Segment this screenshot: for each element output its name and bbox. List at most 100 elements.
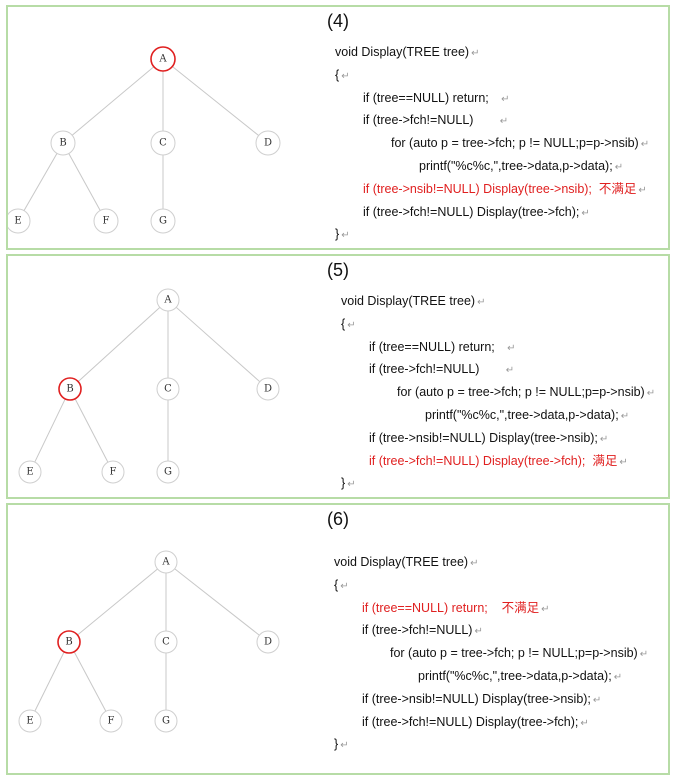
return-mark-icon: ↵	[470, 558, 479, 569]
node-circle	[255, 130, 281, 156]
return-mark-icon: ↵	[505, 365, 515, 377]
tree-edge-B-E	[34, 651, 65, 712]
node-label: A	[158, 54, 167, 65]
code-text: if (tree->nsib!=NULL) Display(tree->nsib…	[369, 430, 598, 445]
node-label: C	[159, 138, 167, 149]
tree-node-G: G	[150, 208, 176, 234]
code-line: void Display(TREE tree) ↵	[341, 291, 655, 314]
node-circle	[156, 377, 180, 401]
return-mark-icon: ↵	[499, 116, 509, 128]
code-line: } ↵	[341, 473, 655, 496]
code-line: if (tree->nsib!=NULL) Display(tree->nsib…	[334, 689, 648, 712]
tree-node-E: E	[18, 709, 42, 733]
tree-node-D: D	[256, 630, 280, 654]
return-mark-icon: ↵	[581, 207, 590, 219]
code-text: if (tree->fch!=NULL)	[369, 362, 504, 377]
tree-node-C: C	[150, 130, 176, 156]
code-line: for (auto p = tree->fch; p != NULL;p=p->…	[341, 382, 655, 405]
node-circle	[150, 46, 176, 72]
code-line: if (tree==NULL) return; ↵	[341, 337, 655, 360]
node-label: G	[164, 467, 172, 478]
tree-diagram: A B C D E F G	[18, 550, 280, 733]
tree-node-B: B	[58, 377, 82, 401]
code-text: void Display(TREE tree)	[341, 294, 476, 308]
code-text: if (tree->nsib!=NULL) Display(tree->nsib…	[363, 181, 637, 196]
node-label: G	[162, 716, 170, 727]
node-circle	[156, 288, 180, 312]
return-mark-icon: ↵	[507, 342, 516, 354]
return-mark-icon: ↵	[592, 694, 602, 706]
node-label: E	[26, 467, 33, 478]
node-circle	[18, 460, 42, 484]
node-label: E	[26, 716, 33, 727]
tree-edge-B-F	[68, 153, 101, 211]
node-circle	[58, 377, 82, 401]
code-line: if (tree==NULL) return; 不满足 ↵	[334, 598, 648, 621]
code-text: for (auto p = tree->fch; p != NULL;p=p->…	[397, 385, 645, 400]
tree-node-F: F	[93, 208, 119, 234]
node-label: D	[264, 637, 272, 648]
return-mark-icon: ↵	[613, 671, 623, 683]
code-line: for (auto p = tree->fch; p != NULL;p=p->…	[334, 643, 648, 666]
code-text: {	[335, 67, 340, 82]
code-line: if (tree->fch!=NULL) Display(tree->fch);…	[335, 202, 649, 225]
node-circle	[154, 709, 178, 733]
return-mark-icon: ↵	[347, 319, 356, 331]
return-mark-icon: ↵	[619, 456, 628, 468]
return-mark-icon: ↵	[640, 139, 650, 151]
code-line: if (tree->nsib!=NULL) Display(tree->nsib…	[341, 428, 655, 451]
node-circle	[156, 460, 180, 484]
tree-diagram: A B C D E F G	[8, 46, 281, 234]
code-block: void Display(TREE tree) ↵{↵ if (tree==NULL…	[341, 291, 655, 496]
code-line: } ↵	[334, 734, 648, 757]
node-circle	[57, 630, 81, 654]
code-line: {↵	[341, 314, 655, 337]
tree-edge-B-E	[23, 153, 58, 211]
code-text: if (tree->nsib!=NULL) Display(tree->nsib…	[362, 691, 591, 706]
return-mark-icon: ↵	[347, 479, 356, 491]
tree-node-G: G	[154, 709, 178, 733]
tree-edge-A-B	[71, 66, 155, 136]
node-label: B	[65, 637, 72, 648]
return-mark-icon: ↵	[580, 717, 589, 729]
code-text: }	[341, 476, 346, 491]
panel-title: (5)	[327, 260, 349, 280]
return-mark-icon: ↵	[614, 161, 624, 173]
node-circle	[101, 460, 125, 484]
code-text: for (auto p = tree->fch; p != NULL;p=p->…	[390, 646, 638, 661]
return-mark-icon: ↵	[340, 580, 349, 592]
tree-edge-B-E	[34, 398, 66, 463]
code-text: }	[335, 227, 340, 242]
return-mark-icon: ↵	[477, 297, 486, 308]
tree-node-A: A	[156, 288, 180, 312]
code-text: {	[334, 577, 339, 592]
tree-node-E: E	[8, 208, 31, 234]
return-mark-icon: ↵	[639, 649, 649, 661]
code-block: void Display(TREE tree) ↵{↵ if (tree==NULL…	[334, 552, 648, 757]
node-label: B	[66, 384, 73, 395]
code-text: printf("%c%c,",tree->data,p->data);	[425, 407, 619, 422]
node-label: A	[163, 295, 172, 306]
code-line: if (tree->fch!=NULL) ↵	[334, 620, 648, 643]
tree-edge-A-D	[175, 306, 261, 383]
tree-node-C: C	[156, 377, 180, 401]
code-text: void Display(TREE tree)	[335, 45, 470, 59]
code-text: if (tree->fch!=NULL) Display(tree->fch);…	[369, 453, 618, 468]
tree-node-D: D	[255, 130, 281, 156]
return-mark-icon: ↵	[599, 433, 609, 445]
tree-node-A: A	[150, 46, 176, 72]
code-line: {↵	[335, 65, 649, 88]
code-line: if (tree->fch!=NULL) Display(tree->fch);…	[334, 712, 648, 735]
return-mark-icon: ↵	[474, 626, 483, 638]
code-line: void Display(TREE tree) ↵	[335, 42, 649, 65]
tree-node-B: B	[50, 130, 76, 156]
tree-edge-B-F	[74, 398, 109, 463]
node-circle	[256, 630, 280, 654]
code-text: if (tree==NULL) return;	[369, 339, 506, 354]
return-mark-icon: ↵	[340, 740, 349, 752]
node-label: A	[161, 557, 170, 568]
code-text: printf("%c%c,",tree->data,p->data);	[419, 158, 613, 173]
node-label: C	[162, 637, 170, 648]
code-text: if (tree->fch!=NULL)	[362, 623, 473, 638]
